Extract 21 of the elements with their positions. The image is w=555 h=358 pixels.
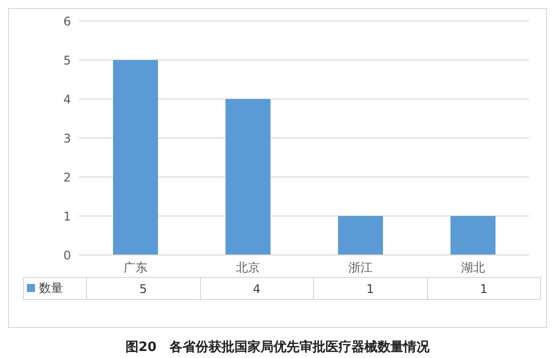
data-label: 1 bbox=[427, 278, 540, 300]
y-tick-label: 2 bbox=[63, 170, 71, 184]
y-tick-label: 4 bbox=[63, 92, 71, 106]
x-tick-label: 湖北 bbox=[460, 260, 485, 275]
x-tick-label: 浙江 bbox=[348, 260, 372, 275]
y-tick-label: 0 bbox=[63, 248, 71, 262]
bar bbox=[226, 99, 270, 255]
text: 图20 各省份获批国家局优先审批医疗器械数量情况 bbox=[124, 338, 431, 356]
y-tick-label: 3 bbox=[63, 131, 71, 146]
y-tick-label: 6 bbox=[63, 14, 71, 28]
y-tick-label: 1 bbox=[63, 209, 71, 224]
x-tick-label: 北京 bbox=[236, 260, 260, 275]
data-label: 1 bbox=[314, 278, 427, 300]
y-tick-label: 5 bbox=[63, 53, 71, 68]
data-label: 5 bbox=[86, 278, 200, 300]
bar bbox=[450, 216, 496, 255]
data-label: 4 bbox=[200, 278, 314, 300]
bar bbox=[113, 60, 158, 255]
legend-label: 数量 bbox=[24, 278, 86, 300]
bar bbox=[338, 216, 383, 255]
x-tick-label: 广东 bbox=[123, 260, 148, 275]
